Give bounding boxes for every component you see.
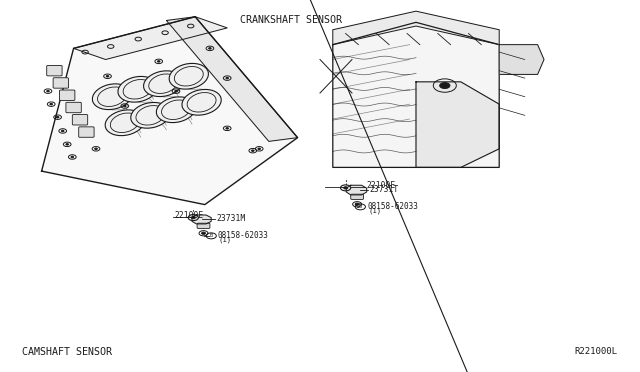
Polygon shape — [333, 22, 499, 167]
FancyBboxPatch shape — [197, 223, 210, 228]
Ellipse shape — [169, 63, 209, 89]
Circle shape — [226, 128, 228, 129]
FancyBboxPatch shape — [351, 194, 364, 199]
Circle shape — [66, 144, 68, 145]
FancyBboxPatch shape — [60, 90, 75, 100]
Text: B: B — [210, 233, 212, 238]
Ellipse shape — [118, 76, 157, 102]
Ellipse shape — [105, 110, 145, 136]
Circle shape — [175, 90, 177, 92]
Text: R221000L: R221000L — [575, 347, 618, 356]
Circle shape — [226, 77, 228, 79]
Circle shape — [344, 187, 348, 189]
Text: (1): (1) — [369, 207, 382, 214]
Circle shape — [56, 116, 59, 118]
Circle shape — [252, 150, 254, 151]
Circle shape — [157, 61, 160, 62]
Circle shape — [106, 76, 109, 77]
FancyBboxPatch shape — [72, 115, 88, 125]
Circle shape — [355, 203, 359, 205]
FancyBboxPatch shape — [53, 78, 68, 88]
Ellipse shape — [92, 84, 132, 110]
Circle shape — [124, 105, 126, 107]
Polygon shape — [416, 82, 499, 167]
Ellipse shape — [156, 97, 196, 123]
Text: 23731M: 23731M — [216, 214, 246, 223]
Polygon shape — [74, 17, 227, 60]
Text: B: B — [359, 204, 362, 209]
Text: CAMSHAFT SENSOR: CAMSHAFT SENSOR — [22, 347, 113, 356]
Text: 22100E: 22100E — [174, 211, 204, 220]
Polygon shape — [333, 11, 499, 45]
Text: 23731T: 23731T — [369, 185, 399, 194]
Circle shape — [50, 103, 52, 105]
Ellipse shape — [131, 102, 170, 128]
Circle shape — [258, 148, 260, 150]
Text: 08158-62033: 08158-62033 — [218, 231, 268, 240]
Text: CRANKSHAFT SENSOR: CRANKSHAFT SENSOR — [240, 16, 342, 25]
Polygon shape — [166, 17, 298, 141]
Polygon shape — [346, 185, 367, 195]
Polygon shape — [42, 17, 298, 205]
Ellipse shape — [143, 71, 183, 97]
Text: 08158-62033: 08158-62033 — [367, 202, 418, 211]
Ellipse shape — [182, 89, 221, 115]
Text: 22100E: 22100E — [366, 182, 396, 190]
Circle shape — [47, 90, 49, 92]
Circle shape — [95, 148, 97, 150]
Polygon shape — [192, 215, 211, 224]
FancyBboxPatch shape — [47, 65, 62, 76]
Circle shape — [440, 83, 450, 89]
FancyBboxPatch shape — [66, 102, 81, 113]
Circle shape — [61, 130, 64, 132]
Polygon shape — [499, 45, 544, 74]
Circle shape — [202, 232, 205, 234]
Text: (1): (1) — [219, 236, 232, 243]
Circle shape — [191, 217, 195, 219]
Circle shape — [71, 156, 74, 158]
Circle shape — [209, 48, 211, 49]
FancyBboxPatch shape — [79, 127, 94, 137]
